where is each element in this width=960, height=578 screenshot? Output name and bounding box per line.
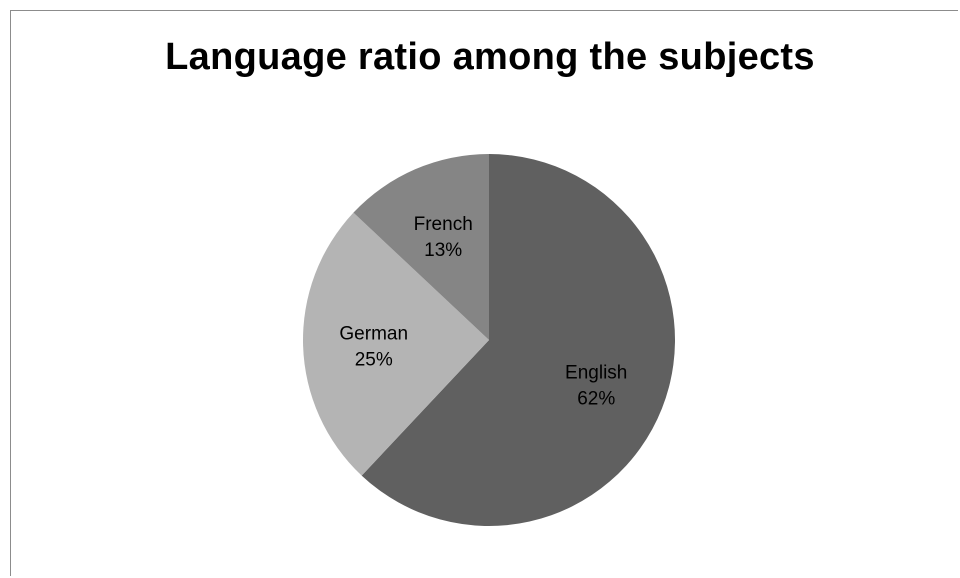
slice-value-french: 13% <box>424 240 462 261</box>
slice-label-english: English <box>565 362 627 383</box>
slice-label-german: German <box>339 324 408 345</box>
pie-slice-french <box>353 154 489 340</box>
pie-slices <box>303 154 675 526</box>
slice-value-german: 25% <box>355 350 393 371</box>
chart-title: Language ratio among the subjects <box>165 36 815 78</box>
pie-slice-german <box>303 212 489 476</box>
slice-label-french: French <box>414 214 473 235</box>
pie-labels: English 62% German 25% French 13% <box>339 214 627 409</box>
pie-slice-english <box>361 154 675 526</box>
slice-value-english: 62% <box>577 388 615 409</box>
